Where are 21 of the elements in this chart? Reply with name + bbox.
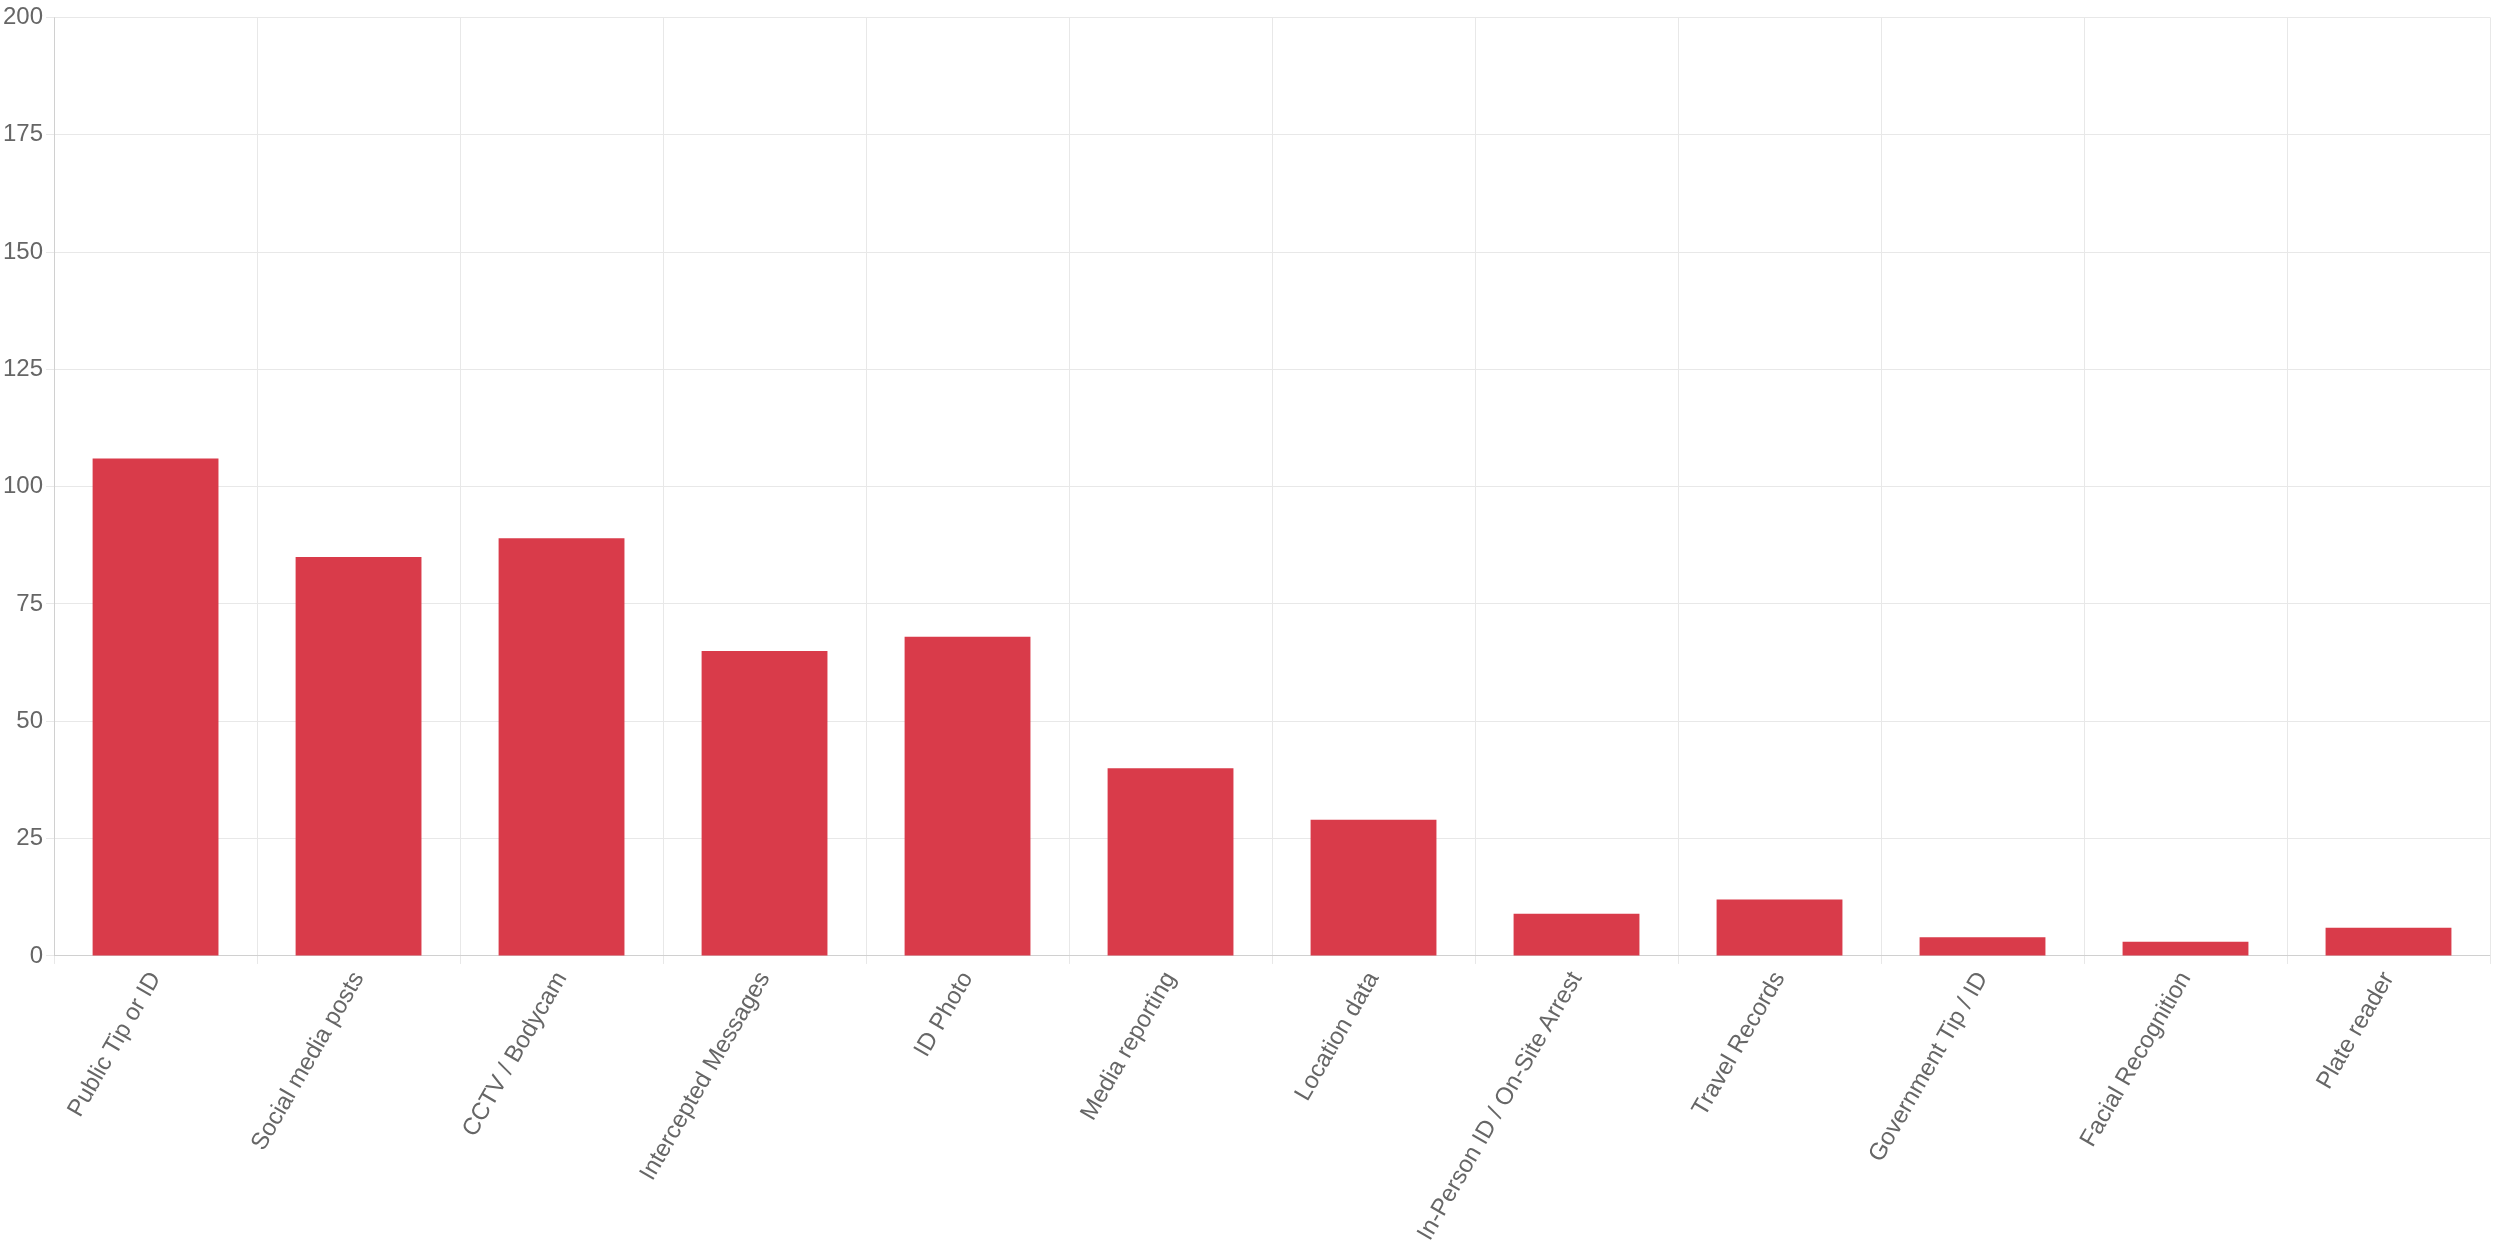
bar [1716, 899, 1843, 956]
y-tick-label: 125 [3, 353, 44, 381]
bar [295, 557, 422, 956]
y-tick-label: 100 [3, 471, 44, 499]
bar [904, 636, 1031, 956]
bar [2122, 941, 2249, 956]
y-tick-label: 150 [3, 236, 44, 264]
bar [92, 458, 219, 956]
y-tick-label: 175 [3, 119, 44, 147]
bar [2325, 927, 2452, 956]
y-tick-label: 200 [3, 2, 44, 30]
bar [1107, 768, 1234, 956]
y-tick-label: 0 [29, 940, 44, 968]
bar [1310, 819, 1437, 956]
y-tick-label: 25 [16, 823, 44, 851]
bar [498, 538, 625, 956]
bar [1919, 937, 2046, 956]
y-tick-label: 50 [16, 705, 44, 733]
bar [1513, 913, 1640, 956]
bar [701, 650, 828, 956]
y-tick-label: 75 [16, 588, 44, 616]
